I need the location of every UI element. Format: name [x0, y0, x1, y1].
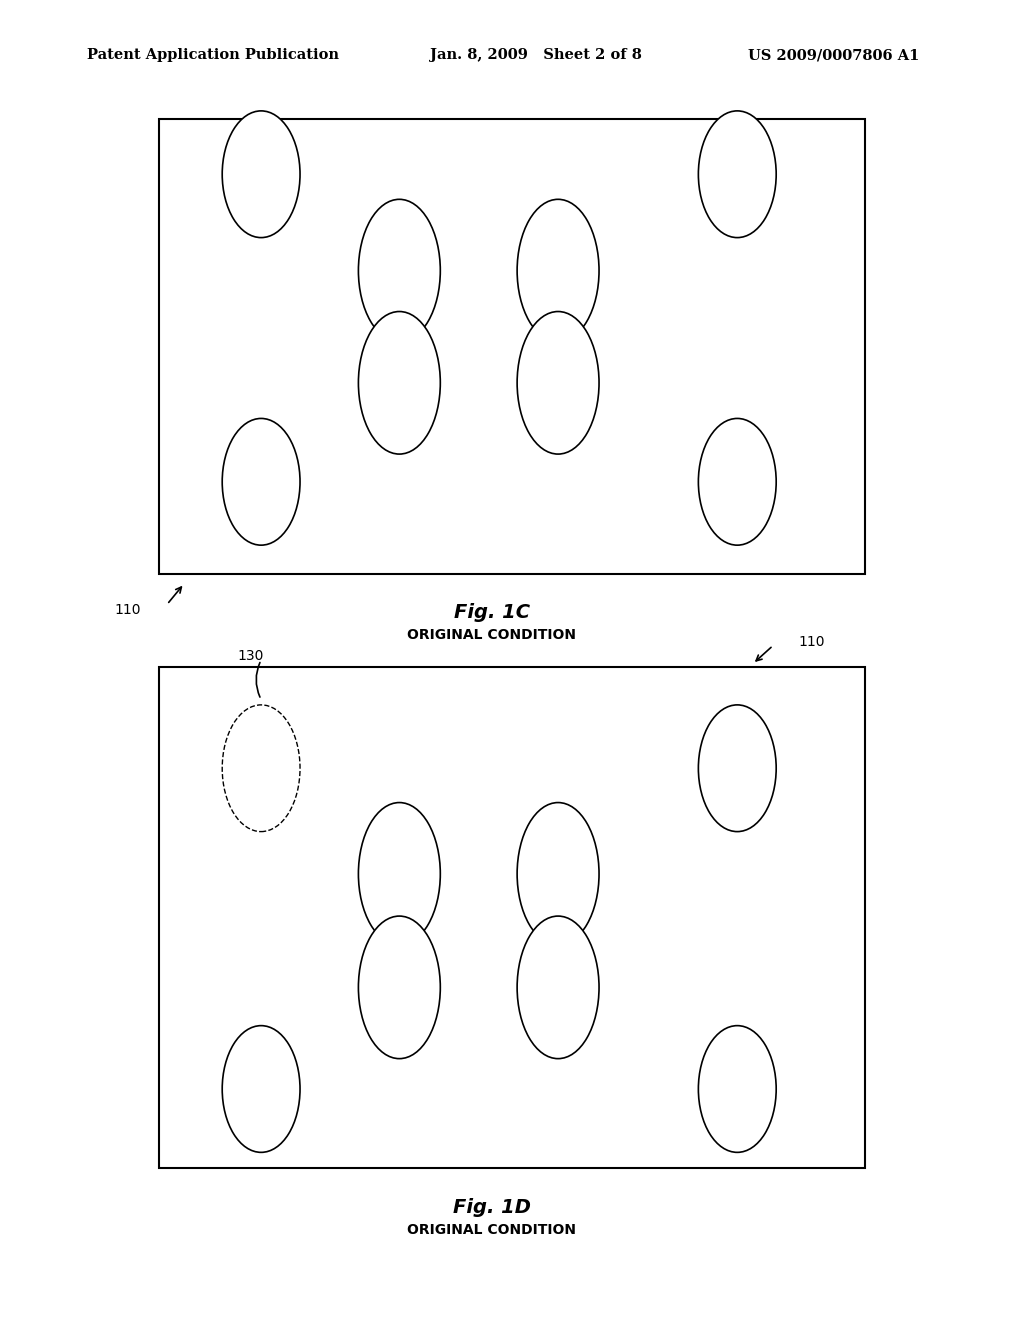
Ellipse shape: [358, 199, 440, 342]
Text: Jan. 8, 2009   Sheet 2 of 8: Jan. 8, 2009 Sheet 2 of 8: [430, 49, 642, 62]
Text: ORIGINAL CONDITION: ORIGINAL CONDITION: [407, 628, 577, 642]
Text: 110: 110: [115, 603, 141, 616]
Text: Fig. 1D: Fig. 1D: [453, 1199, 530, 1217]
Bar: [159, 119, 865, 574]
Text: 130: 130: [238, 649, 264, 663]
Ellipse shape: [517, 803, 599, 945]
Ellipse shape: [222, 418, 300, 545]
Ellipse shape: [517, 916, 599, 1059]
Ellipse shape: [222, 705, 300, 832]
Ellipse shape: [517, 312, 599, 454]
Ellipse shape: [698, 705, 776, 832]
Text: Patent Application Publication: Patent Application Publication: [87, 49, 339, 62]
Text: 110: 110: [799, 635, 825, 648]
Text: ORIGINAL CONDITION: ORIGINAL CONDITION: [407, 1224, 577, 1237]
Ellipse shape: [222, 1026, 300, 1152]
Text: US 2009/0007806 A1: US 2009/0007806 A1: [748, 49, 919, 62]
Ellipse shape: [517, 199, 599, 342]
Ellipse shape: [222, 111, 300, 238]
Ellipse shape: [698, 1026, 776, 1152]
Ellipse shape: [358, 916, 440, 1059]
Ellipse shape: [698, 418, 776, 545]
Text: Fig. 1C: Fig. 1C: [454, 603, 529, 622]
Ellipse shape: [698, 111, 776, 238]
Ellipse shape: [358, 803, 440, 945]
Ellipse shape: [358, 312, 440, 454]
Bar: [159, 667, 865, 1168]
